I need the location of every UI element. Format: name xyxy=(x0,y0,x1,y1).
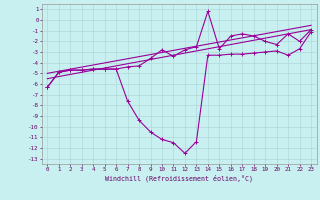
X-axis label: Windchill (Refroidissement éolien,°C): Windchill (Refroidissement éolien,°C) xyxy=(105,175,253,182)
